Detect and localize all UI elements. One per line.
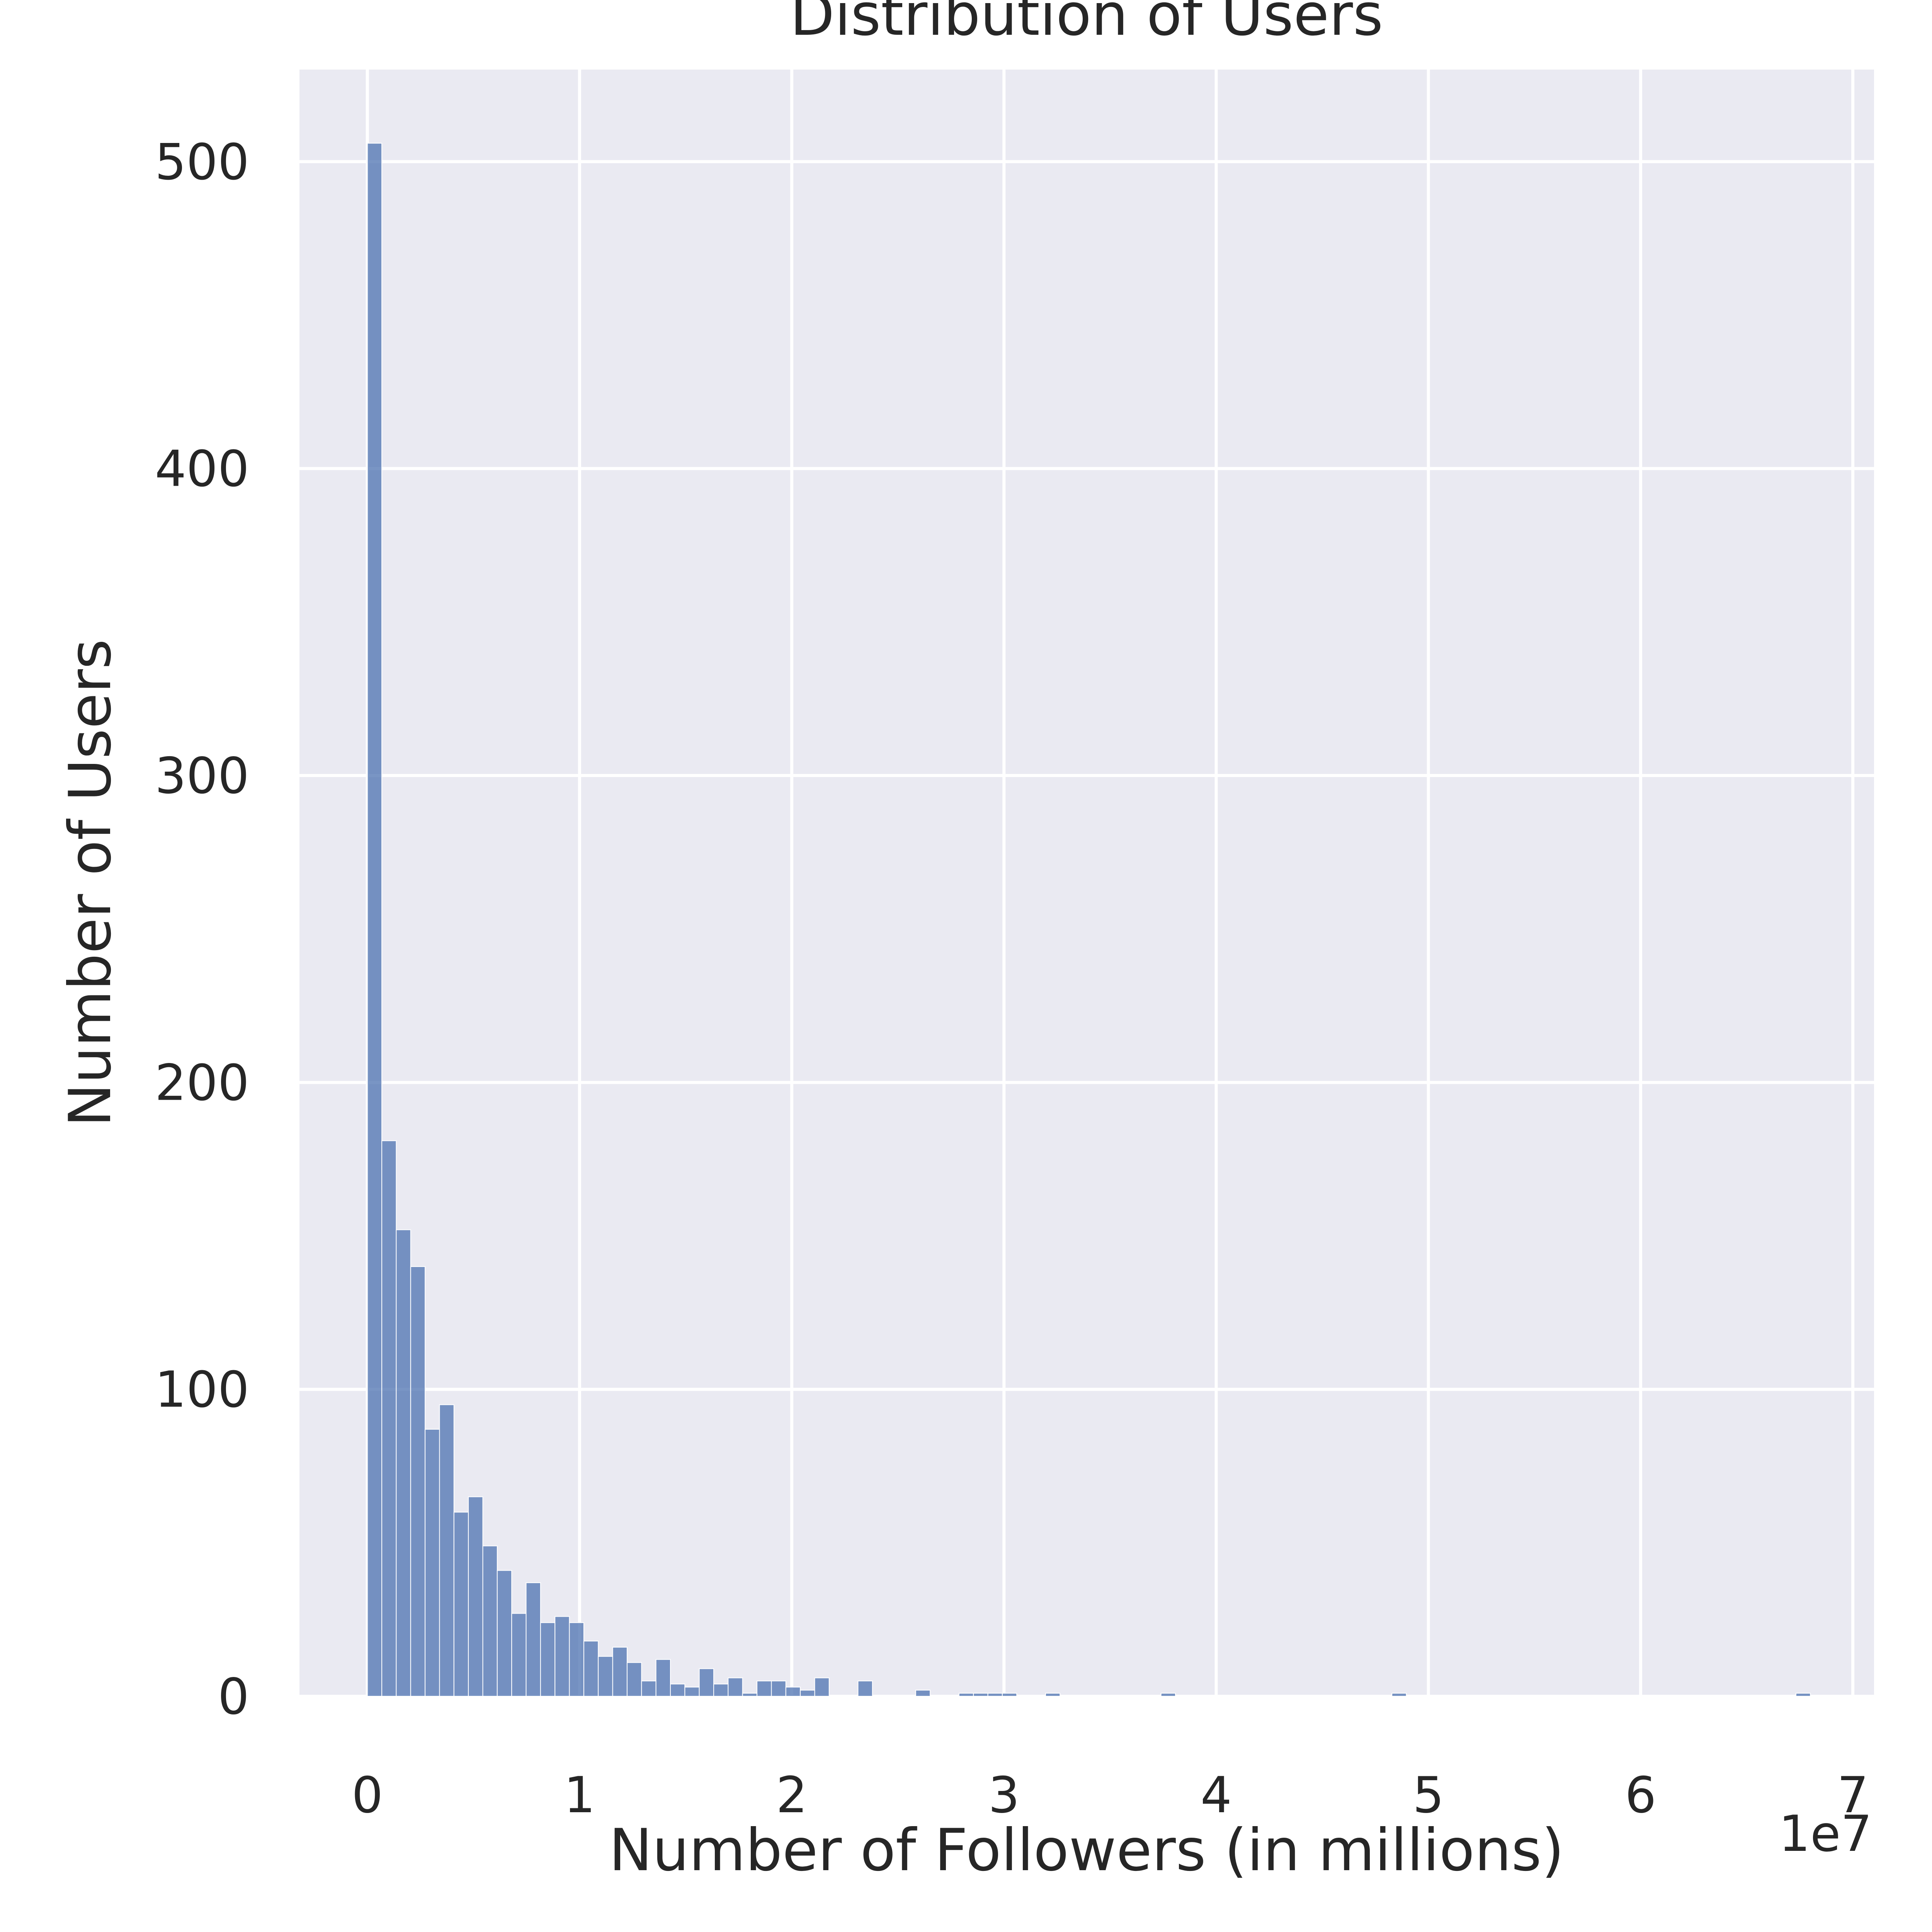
histogram-bar (742, 1693, 758, 1697)
histogram-bar (598, 1656, 613, 1697)
histogram-bar (713, 1684, 729, 1697)
histogram-bar (497, 1570, 512, 1697)
x-tick-label: 6 (1625, 1767, 1656, 1824)
plot-area (299, 70, 1874, 1696)
histogram-bar (973, 1693, 988, 1697)
histogram-bar (771, 1680, 786, 1697)
y-tick-labels: 0 100 200 300 400 500 (155, 133, 249, 1726)
histogram-bar (396, 1229, 411, 1697)
histogram-bar (757, 1680, 772, 1697)
histogram-bar (1391, 1693, 1407, 1697)
x-tick-labels: 0 1 2 3 4 5 6 7 (352, 1767, 1869, 1824)
histogram-bar (554, 1616, 570, 1697)
y-axis-label: Number of Users (57, 639, 124, 1127)
y-tick-label: 500 (155, 133, 249, 191)
x-axis-label: Number of Followers (in millions) (609, 1817, 1564, 1884)
histogram-bar (612, 1646, 628, 1697)
histogram-bar (526, 1582, 541, 1697)
x-tick-label: 5 (1413, 1767, 1444, 1824)
y-tick-label: 0 (218, 1668, 249, 1726)
x-tick-label: 0 (352, 1767, 383, 1824)
x-tick-label: 7 (1837, 1767, 1868, 1824)
histogram-bar (655, 1659, 671, 1697)
histogram-bar (857, 1680, 873, 1697)
histogram-bar (800, 1690, 815, 1697)
histogram-bar (684, 1687, 700, 1697)
histogram-bar (785, 1687, 801, 1697)
x-tick-label: 1 (564, 1767, 595, 1824)
y-tick-label: 100 (155, 1361, 249, 1419)
y-tick-label: 400 (155, 440, 249, 498)
histogram-bar (915, 1690, 931, 1697)
histogram-bar (367, 143, 383, 1697)
x-tick-label: 3 (988, 1767, 1020, 1824)
histogram-bar (453, 1512, 469, 1697)
histogram-bar (540, 1622, 556, 1697)
histogram-bar (1795, 1693, 1811, 1697)
histogram-bar (1160, 1693, 1176, 1697)
histogram-bar (958, 1693, 974, 1697)
histogram-bar (670, 1684, 685, 1697)
x-axis-offset-label: 1e7 (1779, 1805, 1872, 1863)
histogram-bar (482, 1545, 498, 1697)
histogram-bar (1002, 1693, 1017, 1697)
histogram-bar (381, 1140, 397, 1697)
histogram-bar (814, 1677, 830, 1697)
grid-lines (299, 70, 1874, 1698)
chart-title: Distribution of Users (790, 0, 1383, 49)
histogram-bar (641, 1680, 656, 1697)
histogram-bar (728, 1677, 743, 1697)
y-tick-label: 300 (155, 747, 249, 805)
histogram-bars (367, 143, 1811, 1697)
histogram-bar (410, 1266, 426, 1697)
histogram-bar (1045, 1693, 1061, 1697)
histogram-bar (583, 1641, 599, 1697)
x-tick-label: 2 (776, 1767, 807, 1824)
histogram-bar (699, 1668, 714, 1697)
histogram-bar (569, 1622, 584, 1697)
histogram-bar (626, 1662, 642, 1697)
histogram-bar (468, 1496, 483, 1697)
histogram-bar (425, 1429, 440, 1697)
histogram-bar (511, 1613, 527, 1697)
histogram-bar (987, 1693, 1003, 1697)
histogram-bar (439, 1404, 454, 1697)
x-tick-label: 4 (1201, 1767, 1232, 1824)
y-tick-label: 200 (155, 1054, 249, 1112)
